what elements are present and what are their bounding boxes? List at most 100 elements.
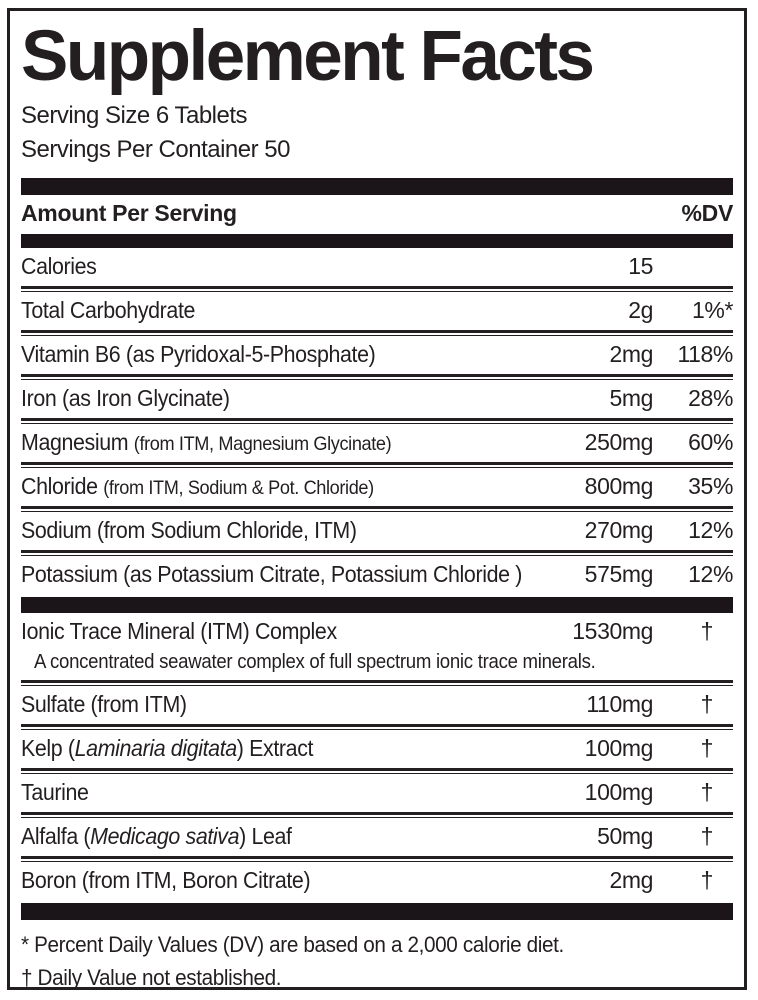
name-text: Magnesium bbox=[21, 428, 134, 455]
divider-bar-top bbox=[21, 177, 733, 195]
nutrient-amount: 250mg bbox=[584, 428, 654, 455]
nutrient-row-chloride: Chloride (from ITM, Sodium & Pot. Chlori… bbox=[21, 468, 733, 506]
name-text: Sulfate (from ITM) bbox=[21, 690, 187, 717]
nutrient-row-total-carbohydrate: Total Carbohydrate 2g 1%* bbox=[21, 292, 733, 330]
nutrient-row-sulfate: Sulfate (from ITM) 110mg † bbox=[21, 686, 733, 724]
nutrient-amount: 2g bbox=[628, 296, 653, 323]
nutrient-dv: 1%* bbox=[692, 296, 733, 323]
nutrient-amount: 50mg bbox=[597, 822, 653, 849]
name-text: Potassium (as Potassium Citrate, Potassi… bbox=[21, 560, 522, 587]
nutrient-name: Sodium (from Sodium Chloride, ITM) bbox=[21, 517, 520, 544]
amount-per-serving-header: Amount Per Serving bbox=[21, 199, 237, 226]
percent-dv-header: %DV bbox=[681, 199, 733, 226]
row-separator bbox=[21, 505, 733, 512]
row-separator bbox=[21, 811, 733, 818]
nutrient-name: Magnesium (from ITM, Magnesium Glycinate… bbox=[21, 429, 520, 456]
servings-per-container: Servings Per Container 50 bbox=[21, 135, 290, 163]
name-text: Iron (as Iron Glycinate) bbox=[21, 384, 230, 411]
row-separator bbox=[21, 549, 733, 556]
row-separator bbox=[21, 679, 733, 686]
row-separator bbox=[21, 461, 733, 468]
row-separator bbox=[21, 329, 733, 336]
name-text: Ionic Trace Mineral (ITM) Complex bbox=[21, 617, 337, 644]
nutrient-row-itm-complex: Ionic Trace Mineral (ITM) Complex 1530mg † bbox=[21, 613, 733, 651]
row-separator bbox=[21, 285, 733, 292]
name-suffix: ) Leaf bbox=[239, 822, 292, 849]
name-text: Alfalfa ( bbox=[21, 822, 91, 849]
nutrient-name: Ionic Trace Mineral (ITM) Complex bbox=[21, 618, 520, 645]
nutrient-dv: 35% bbox=[688, 472, 733, 499]
nutrient-name: Taurine bbox=[21, 779, 520, 806]
name-latin: Laminaria digitata bbox=[74, 734, 238, 761]
name-detail: (from ITM, Magnesium Glycinate) bbox=[133, 432, 392, 455]
nutrient-amount: 1530mg bbox=[572, 617, 653, 644]
name-suffix: ) Extract bbox=[236, 734, 314, 761]
nutrient-dv: 12% bbox=[688, 516, 733, 543]
name-text: Calories bbox=[21, 252, 97, 279]
nutrient-row-kelp: Kelp (Laminaria digitata) Extract 100mg † bbox=[21, 730, 733, 768]
supplement-facts-panel: Supplement Facts Serving Size 6 Tablets … bbox=[7, 8, 747, 990]
nutrient-row-iron: Iron (as Iron Glycinate) 5mg 28% bbox=[21, 380, 733, 418]
name-detail: (from ITM, Sodium & Pot. Chloride) bbox=[103, 476, 374, 499]
nutrient-row-sodium: Sodium (from Sodium Chloride, ITM) 270mg 1… bbox=[21, 512, 733, 550]
footnotes: * Percent Daily Values (DV) are based on… bbox=[21, 920, 733, 990]
nutrient-amount: 800mg bbox=[584, 472, 654, 499]
nutrient-row-taurine: Taurine 100mg † bbox=[21, 774, 733, 812]
nutrient-amount: 15 bbox=[628, 252, 653, 279]
nutrient-dv: 118% bbox=[677, 340, 733, 367]
nutrient-name: Calories bbox=[21, 253, 520, 280]
nutrient-dv: † bbox=[700, 822, 714, 849]
nutrient-dv: 28% bbox=[688, 384, 733, 411]
nutrient-name: Iron (as Iron Glycinate) bbox=[21, 385, 520, 412]
row-separator bbox=[21, 855, 733, 862]
nutrient-dv: 60% bbox=[688, 428, 733, 455]
nutrient-amount: 110mg bbox=[586, 690, 653, 717]
nutrient-dv: 12% bbox=[688, 560, 733, 587]
name-latin: Medicago sativa bbox=[90, 822, 240, 849]
nutrient-name: Vitamin B6 (as Pyridoxal-5-Phosphate) bbox=[21, 341, 520, 368]
nutrient-dv: † bbox=[700, 866, 714, 893]
nutrient-amount: 100mg bbox=[584, 778, 654, 805]
nutrient-name: Boron (from ITM, Boron Citrate) bbox=[21, 867, 520, 894]
footnote-percent-dv: * Percent Daily Values (DV) are based on… bbox=[21, 931, 564, 957]
row-separator bbox=[21, 417, 733, 424]
name-text: Total Carbohydrate bbox=[21, 296, 196, 323]
nutrient-name: Alfalfa (Medicago sativa) Leaf bbox=[21, 823, 520, 850]
nutrient-row-potassium: Potassium (as Potassium Citrate, Potassi… bbox=[21, 556, 733, 594]
nutrient-name: Sulfate (from ITM) bbox=[21, 691, 520, 718]
nutrient-row-magnesium: Magnesium (from ITM, Magnesium Glycinate… bbox=[21, 424, 733, 462]
nutrient-amount: 2mg bbox=[609, 866, 653, 893]
row-separator bbox=[21, 767, 733, 774]
nutrient-amount: 270mg bbox=[584, 516, 654, 543]
nutrient-amount: 5mg bbox=[609, 384, 653, 411]
nutrient-name: Chloride (from ITM, Sodium & Pot. Chlori… bbox=[21, 473, 520, 500]
divider-bar-middle bbox=[21, 596, 733, 613]
serving-size: Serving Size 6 Tablets bbox=[21, 101, 248, 129]
nutrient-row-calories: Calories 15 bbox=[21, 248, 733, 286]
name-text: Vitamin B6 (as Pyridoxal-5-Phosphate) bbox=[21, 340, 376, 367]
nutrient-amount: 100mg bbox=[584, 734, 654, 761]
nutrient-dv: † bbox=[700, 734, 714, 761]
row-separator bbox=[21, 373, 733, 380]
itm-complex-description: A concentrated seawater complex of full … bbox=[34, 650, 596, 673]
nutrient-dv: † bbox=[700, 778, 714, 805]
name-text: Taurine bbox=[21, 778, 89, 805]
row-separator bbox=[21, 723, 733, 730]
name-text: Boron (from ITM, Boron Citrate) bbox=[21, 866, 311, 893]
name-text: Chloride bbox=[21, 472, 104, 499]
panel-title: Supplement Facts bbox=[21, 17, 595, 96]
nutrient-name: Potassium (as Potassium Citrate, Potassi… bbox=[21, 560, 522, 588]
nutrient-dv: † bbox=[700, 617, 714, 644]
nutrient-name: Kelp (Laminaria digitata) Extract bbox=[21, 735, 520, 762]
footnote-daily-value: † Daily Value not established. bbox=[21, 964, 282, 990]
divider-bar-bottom bbox=[21, 902, 733, 920]
nutrient-row-alfalfa: Alfalfa (Medicago sativa) Leaf 50mg † bbox=[21, 818, 733, 856]
name-text: Kelp ( bbox=[21, 734, 75, 761]
nutrient-amount: 2mg bbox=[609, 340, 653, 367]
column-header-row: Amount Per Serving %DV bbox=[21, 195, 733, 234]
nutrient-name: Total Carbohydrate bbox=[21, 297, 520, 324]
nutrient-amount: 575mg bbox=[584, 560, 654, 587]
name-text: Sodium (from Sodium Chloride, ITM) bbox=[21, 516, 357, 543]
divider-bar-header bbox=[21, 233, 733, 248]
nutrient-row-boron: Boron (from ITM, Boron Citrate) 2mg † bbox=[21, 862, 733, 900]
